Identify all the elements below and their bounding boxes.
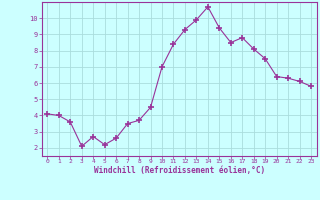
X-axis label: Windchill (Refroidissement éolien,°C): Windchill (Refroidissement éolien,°C) <box>94 166 265 175</box>
